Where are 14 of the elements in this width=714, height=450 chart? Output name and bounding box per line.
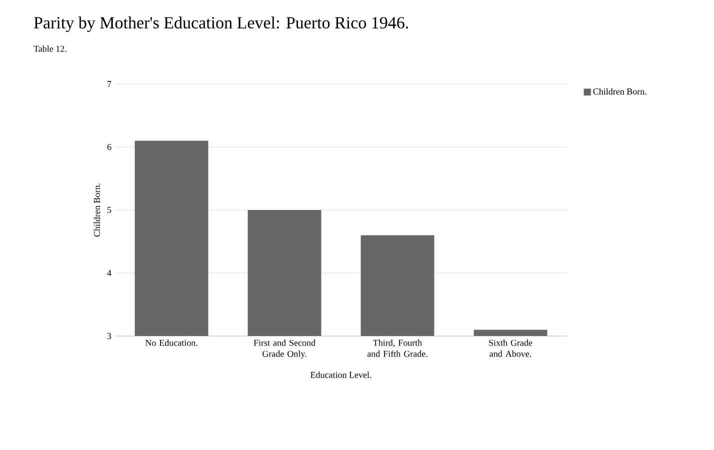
y-tick-label: 5 (107, 207, 112, 213)
chart-title: Parity by Mother's Education Level: Puerto Rico 1946. (34, 16, 408, 32)
x-tick-label: Sixth Grade and Above. (489, 340, 532, 357)
x-tick-label: First and Second Grade Only. (254, 340, 316, 359)
x-tick-label: Third, Fourth and Fifth Grade. (367, 340, 428, 357)
y-tick-label: 4 (107, 270, 112, 276)
legend-label: Children Born. (593, 88, 646, 95)
x-tick-label: No Education. (145, 340, 198, 346)
x-axis-title: Education Level. (310, 372, 372, 378)
y-tick-label: 3 (107, 332, 112, 340)
y-tick-label: 6 (107, 144, 112, 150)
chart-subtitle: Table 12. (34, 46, 66, 52)
y-tick-label: 7 (108, 81, 112, 87)
y-axis-title: Children Born. (94, 184, 100, 237)
